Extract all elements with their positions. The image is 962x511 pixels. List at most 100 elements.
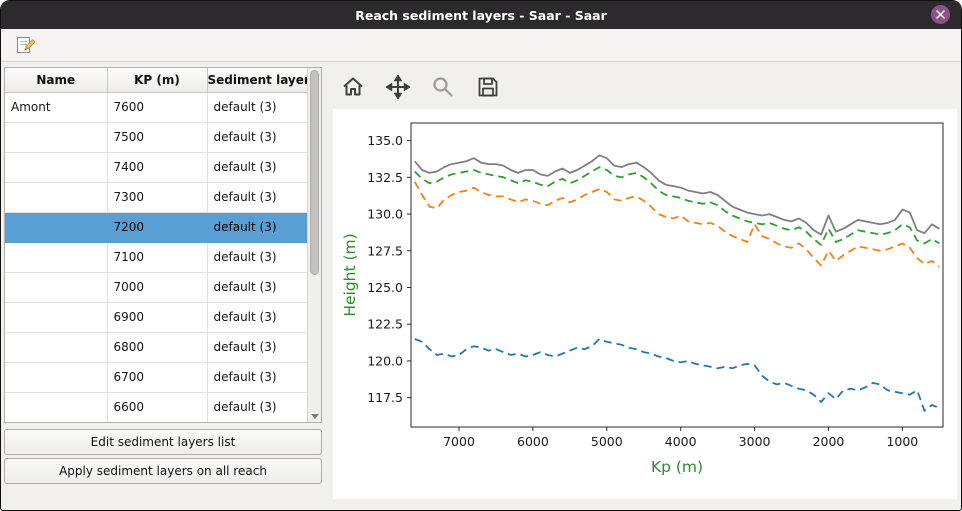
cell-name[interactable] [5, 301, 108, 333]
cell-kp[interactable]: 7000 [106, 271, 208, 303]
cell-layers[interactable]: default (3) [206, 121, 307, 153]
save-icon [478, 77, 498, 97]
table-row[interactable]: 7400 default (3) [5, 151, 307, 183]
scrollbar-down-icon[interactable] [311, 414, 319, 419]
header-name[interactable]: Name [5, 68, 108, 93]
table-row[interactable]: 7300 default (3) [5, 181, 307, 213]
plot-canvas[interactable]: 7000 6000 5000 4000 3000 2000 1000 117.5 120.0 12… [333, 109, 957, 499]
cell-layers[interactable]: default (3) [206, 301, 307, 333]
table-row[interactable]: 6700 default (3) [5, 361, 307, 393]
figure-background [333, 109, 957, 499]
cell-layers[interactable]: default (3) [206, 271, 307, 303]
cell-layers[interactable]: default (3) [206, 211, 307, 243]
svg-text:122.5: 122.5 [367, 317, 403, 332]
x-axis: 7000 6000 5000 4000 3000 2000 1000 [443, 427, 918, 449]
cell-kp[interactable]: 6900 [106, 301, 208, 333]
plot-pan-button[interactable] [384, 73, 412, 101]
svg-text:132.5: 132.5 [367, 170, 403, 185]
svg-text:135.0: 135.0 [367, 133, 403, 148]
cell-name[interactable] [5, 361, 108, 393]
main-toolbar [1, 29, 961, 62]
cell-kp[interactable]: 7400 [106, 151, 208, 183]
pan-icon [386, 75, 410, 99]
svg-text:5000: 5000 [591, 434, 623, 449]
cell-name[interactable] [5, 331, 108, 363]
cell-layers[interactable]: default (3) [206, 331, 307, 363]
cell-kp[interactable]: 7100 [106, 241, 208, 273]
table-row[interactable]: 7500 default (3) [5, 121, 307, 153]
plot-save-button[interactable] [474, 73, 502, 101]
cell-kp[interactable]: 6700 [106, 361, 208, 393]
close-icon [936, 10, 945, 19]
close-button[interactable] [931, 5, 950, 24]
y-axis-label: Height (m) [341, 233, 359, 316]
cell-name[interactable] [5, 391, 108, 422]
cell-layers[interactable]: default (3) [206, 151, 307, 183]
series-orange-dashed [413, 181, 940, 268]
svg-text:1000: 1000 [886, 434, 918, 449]
home-icon [343, 77, 363, 96]
apply-sediment-layers-button[interactable]: Apply sediment layers on all reach [4, 458, 322, 484]
edit-sediment-toolbar-button[interactable] [13, 33, 37, 57]
cell-kp[interactable]: 7200 [106, 211, 208, 243]
table-scrollbar[interactable] [307, 68, 321, 422]
svg-text:120.0: 120.0 [367, 353, 403, 368]
cell-kp[interactable]: 7300 [106, 181, 208, 213]
edit-sediment-layers-button[interactable]: Edit sediment layers list [4, 429, 322, 455]
header-kp[interactable]: KP (m) [106, 68, 208, 93]
cell-kp[interactable]: 7500 [106, 121, 208, 153]
cell-layers[interactable]: default (3) [206, 361, 307, 393]
series-blue-dashed [414, 338, 940, 412]
x-axis-label: Kp (m) [651, 458, 703, 476]
plot-svg: 7000 6000 5000 4000 3000 2000 1000 117.5 120.0 12… [333, 109, 957, 499]
cell-name[interactable]: Amont [5, 91, 108, 123]
sediment-table-body: Amont 7600 default (3) 7500 default (3) 7400 d… [5, 91, 307, 422]
svg-text:117.5: 117.5 [367, 390, 403, 405]
svg-text:125.0: 125.0 [367, 280, 403, 295]
edit-note-icon [17, 37, 35, 53]
cell-kp[interactable]: 7600 [106, 91, 208, 123]
table-row[interactable]: 7200 default (3) [5, 211, 307, 243]
plot-home-button[interactable] [339, 73, 367, 101]
cell-layers[interactable]: default (3) [206, 91, 307, 123]
zoom-icon [433, 77, 453, 97]
table-row[interactable]: 6600 default (3) [5, 391, 307, 422]
table-header-row: Name KP (m) Sediment layers [5, 68, 307, 93]
svg-text:6000: 6000 [517, 434, 549, 449]
svg-text:2000: 2000 [813, 434, 845, 449]
svg-text:7000: 7000 [443, 434, 475, 449]
header-sediment-layers[interactable]: Sediment layers [206, 68, 307, 93]
sediment-table-frame: Name KP (m) Sediment layers Amont 7600 def… [4, 67, 322, 423]
cell-kp[interactable]: 6800 [106, 331, 208, 363]
table-row[interactable]: 7100 default (3) [5, 241, 307, 273]
cell-name[interactable] [5, 241, 108, 273]
cell-layers[interactable]: default (3) [206, 241, 307, 273]
table-row[interactable]: 7000 default (3) [5, 271, 307, 303]
window-title: Reach sediment layers - Saar - Saar [355, 7, 607, 23]
cell-name[interactable] [5, 151, 108, 183]
plot-zoom-button[interactable] [429, 73, 457, 101]
cell-name[interactable] [5, 181, 108, 213]
scrollbar-thumb[interactable] [310, 70, 319, 275]
svg-text:130.0: 130.0 [367, 207, 403, 222]
cell-layers[interactable]: default (3) [206, 181, 307, 213]
series-gray-solid [414, 154, 940, 236]
svg-text:127.5: 127.5 [367, 243, 403, 258]
cell-kp[interactable]: 6600 [106, 391, 208, 422]
y-axis: 117.5 120.0 122.5 125.0 127.5 130.0 132.5 135.0 [367, 133, 411, 405]
table-row[interactable]: 6800 default (3) [5, 331, 307, 363]
cell-name[interactable] [5, 121, 108, 153]
cell-layers[interactable]: default (3) [206, 391, 307, 422]
svg-text:3000: 3000 [739, 434, 771, 449]
titlebar[interactable]: Reach sediment layers - Saar - Saar [1, 1, 961, 29]
cell-name[interactable] [5, 271, 108, 303]
svg-text:4000: 4000 [665, 434, 697, 449]
plot-toolbar [339, 71, 502, 103]
sediment-panel: Name KP (m) Sediment layers Amont 7600 def… [4, 67, 322, 484]
axes-frame [410, 122, 944, 428]
sediment-table: Name KP (m) Sediment layers Amont 7600 def… [5, 68, 307, 422]
table-row[interactable]: Amont 7600 default (3) [5, 91, 307, 123]
table-row[interactable]: 6900 default (3) [5, 301, 307, 333]
cell-name[interactable] [5, 211, 108, 243]
